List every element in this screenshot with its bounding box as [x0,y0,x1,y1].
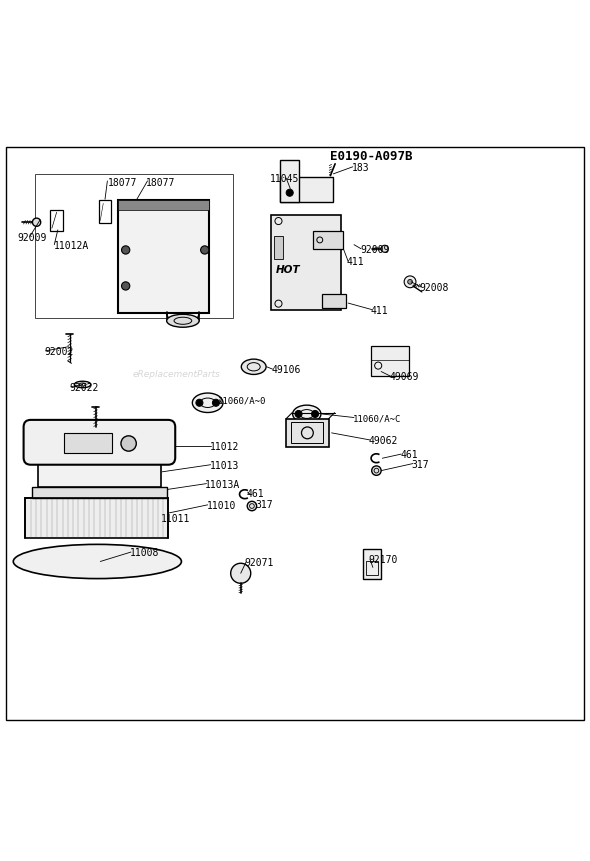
Text: 92002: 92002 [44,347,74,357]
Text: 411: 411 [347,257,365,268]
Bar [363,548,381,579]
Text: eReplacementParts: eReplacementParts [133,370,221,379]
Bar [322,294,346,308]
Bar [118,201,209,313]
Text: 49062: 49062 [369,437,398,446]
Text: 461: 461 [247,489,264,499]
Circle shape [201,246,209,254]
Text: 18077: 18077 [146,177,176,188]
Bar [32,487,167,498]
Text: 92009: 92009 [18,233,47,243]
Text: 92022: 92022 [70,383,99,393]
Bar [280,160,299,201]
Text: 11012: 11012 [209,442,239,452]
Text: 183: 183 [352,163,370,173]
Bar [131,201,139,223]
Ellipse shape [167,314,199,327]
Bar [280,177,333,201]
Text: 317: 317 [255,500,273,511]
Bar [25,498,168,538]
Ellipse shape [293,406,321,423]
Bar [50,210,63,231]
Text: 11060/A~0: 11060/A~0 [218,397,267,406]
Text: 49069: 49069 [389,373,419,382]
Circle shape [32,218,41,226]
Text: 18077: 18077 [107,177,137,188]
Text: 11008: 11008 [130,548,159,558]
Circle shape [121,436,136,451]
Bar [371,345,409,376]
Text: 11060/A~C: 11060/A~C [353,414,401,424]
Text: 92009: 92009 [360,245,389,255]
Text: 461: 461 [400,450,418,461]
Text: E0190-A097B: E0190-A097B [330,150,413,163]
Bar [99,201,111,223]
Circle shape [404,276,416,288]
Bar [35,174,233,319]
Circle shape [372,466,381,475]
Text: 11045: 11045 [270,174,300,184]
FancyBboxPatch shape [24,420,175,465]
Text: 92008: 92008 [419,282,448,293]
Circle shape [231,563,251,583]
Bar [291,422,323,443]
Text: 11013A: 11013A [205,480,241,490]
Circle shape [247,501,257,511]
Text: 11010: 11010 [206,501,236,511]
Text: 11012A: 11012A [54,241,90,251]
Ellipse shape [74,381,91,387]
Circle shape [381,245,388,252]
Bar [286,418,329,447]
Text: 92170: 92170 [369,555,398,566]
Text: 11013: 11013 [209,461,239,471]
Text: 411: 411 [371,306,388,316]
Text: 11011: 11011 [160,514,190,524]
Circle shape [212,400,219,406]
Ellipse shape [14,544,182,579]
Ellipse shape [192,393,223,412]
Text: 317: 317 [412,460,430,470]
Bar [271,215,341,310]
Circle shape [122,246,130,254]
Bar [274,236,283,259]
Circle shape [295,411,302,418]
Circle shape [408,280,412,284]
Ellipse shape [241,359,266,375]
Text: 92071: 92071 [245,558,274,568]
Circle shape [286,189,293,196]
Circle shape [196,400,203,406]
Bar [366,561,378,575]
Bar [64,433,112,453]
Bar [118,201,209,210]
Text: HOT: HOT [276,265,300,275]
Circle shape [312,411,319,418]
Circle shape [122,282,130,290]
Bar [313,231,343,249]
Bar [38,458,161,487]
Text: 49106: 49106 [271,365,301,375]
